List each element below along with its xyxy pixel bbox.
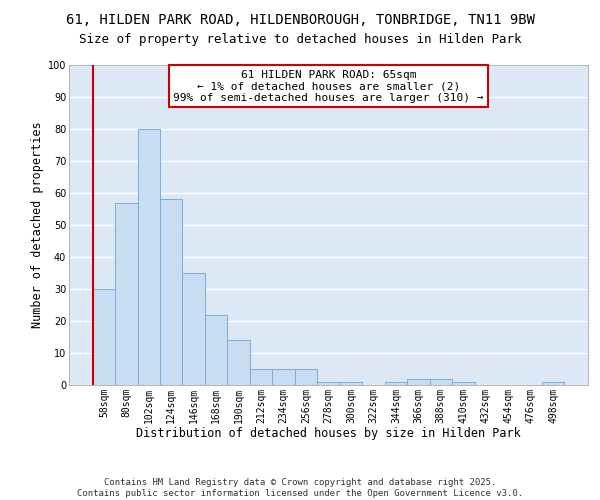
Bar [407, 378, 430, 385]
Bar [250, 369, 272, 385]
Text: Contains HM Land Registry data © Crown copyright and database right 2025.
Contai: Contains HM Land Registry data © Crown c… [77, 478, 523, 498]
Bar [182, 273, 205, 385]
Bar [137, 129, 160, 385]
Bar [317, 382, 340, 385]
Bar [385, 382, 407, 385]
Bar [272, 369, 295, 385]
Text: Size of property relative to detached houses in Hilden Park: Size of property relative to detached ho… [79, 32, 521, 46]
Bar [340, 382, 362, 385]
Bar [92, 289, 115, 385]
Bar [227, 340, 250, 385]
Bar [430, 378, 452, 385]
Bar [542, 382, 565, 385]
Bar [452, 382, 475, 385]
Bar [295, 369, 317, 385]
Text: 61 HILDEN PARK ROAD: 65sqm
← 1% of detached houses are smaller (2)
99% of semi-d: 61 HILDEN PARK ROAD: 65sqm ← 1% of detac… [173, 70, 484, 103]
Bar [115, 202, 137, 385]
Bar [160, 200, 182, 385]
Y-axis label: Number of detached properties: Number of detached properties [31, 122, 44, 328]
X-axis label: Distribution of detached houses by size in Hilden Park: Distribution of detached houses by size … [136, 427, 521, 440]
Bar [205, 314, 227, 385]
Text: 61, HILDEN PARK ROAD, HILDENBOROUGH, TONBRIDGE, TN11 9BW: 61, HILDEN PARK ROAD, HILDENBOROUGH, TON… [65, 12, 535, 26]
